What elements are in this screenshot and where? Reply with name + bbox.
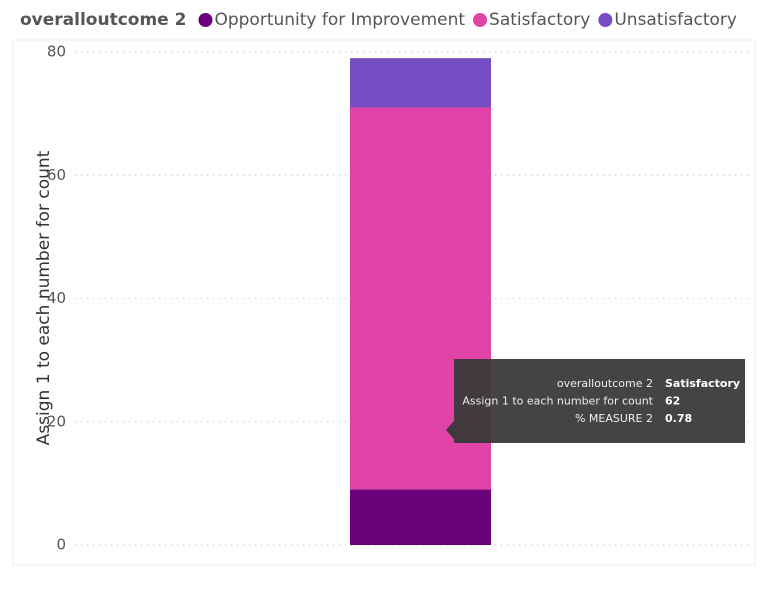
- legend-label: Satisfactory: [489, 10, 590, 30]
- tooltip-value: 0.78: [665, 412, 692, 425]
- legend-marker: [198, 13, 213, 27]
- y-axis-label: Assign 1 to each number for count: [34, 150, 54, 445]
- tooltip: overalloutcome 2 Satisfactory Assign 1 to …: [446, 359, 745, 443]
- legend-marker: [473, 13, 488, 27]
- bar-segment: [350, 489, 491, 545]
- legend-label: Unsatisfactory: [614, 10, 737, 30]
- plot: 0 20 40 60 80: [47, 43, 750, 554]
- y-tick-label: 0: [56, 536, 66, 554]
- y-tick-label: 60: [47, 166, 66, 184]
- tooltip-value: Satisfactory: [665, 377, 740, 390]
- tooltip-label: % MEASURE 2: [575, 412, 653, 425]
- tooltip-label: overalloutcome 2: [557, 377, 653, 390]
- legend-title: overalloutcome 2: [20, 10, 186, 30]
- legend: overalloutcome 2 Opportunity for Improvem…: [20, 10, 737, 30]
- legend-marker: [598, 13, 613, 27]
- y-tick-label: 20: [47, 412, 66, 430]
- y-tick-label: 40: [47, 289, 66, 307]
- tooltip-box: [454, 359, 745, 443]
- bar-segment: [350, 58, 491, 108]
- tooltip-label: Assign 1 to each number for count: [462, 395, 653, 408]
- tooltip-arrow: [446, 421, 454, 439]
- y-tick-label: 80: [47, 43, 66, 61]
- visual-border: [12, 39, 756, 566]
- legend-label: Opportunity for Improvement: [214, 10, 465, 30]
- tooltip-value: 62: [665, 395, 680, 408]
